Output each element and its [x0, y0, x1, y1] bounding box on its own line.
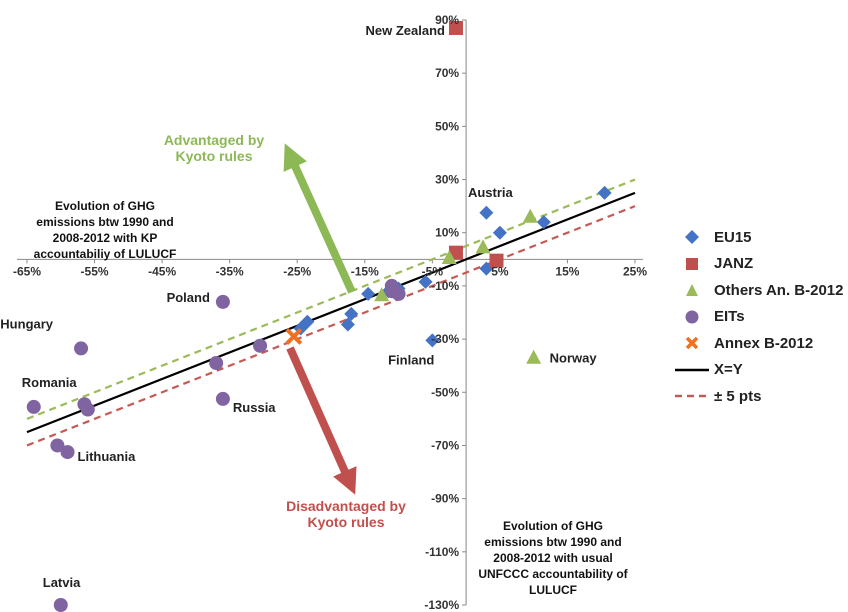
legend-item-eits: EITs [674, 304, 844, 331]
y-tick-label: -10% [431, 279, 459, 293]
legend-line-xy [674, 360, 710, 380]
legend: EU15 JANZ Others An. B-2012 EITs Annex B… [674, 224, 844, 410]
disadvantaged-label: Disadvantaged by Kyoto rules [286, 498, 406, 530]
point-annex-b-2012-stroke-b [285, 328, 303, 345]
point-eits [253, 338, 268, 353]
point-eu15 [479, 205, 494, 220]
label-lithuania: Lithuania [78, 449, 137, 464]
y-tick-label: 30% [435, 173, 459, 187]
point-others-an-b-2012 [374, 287, 390, 302]
y-tick-label: 50% [435, 119, 459, 133]
y-axis-note: Evolution of GHG emissions btw 1990 and … [33, 199, 177, 261]
y-tick-label: -90% [431, 492, 459, 506]
point-eu15 [418, 274, 433, 289]
label-russia: Russia [233, 400, 276, 415]
label-new-zealand: New Zealand [366, 23, 446, 38]
point-eits [209, 356, 224, 371]
label-romania: Romania [22, 375, 78, 390]
legend-marker-others [674, 280, 710, 300]
point-eits [26, 399, 41, 414]
y-tick-label: -70% [431, 438, 459, 452]
x-axis-note: Evolution of GHG emissions btw 1990 and … [478, 519, 628, 597]
label-hungary: Hungary [0, 316, 54, 331]
y-tick-label: 90% [435, 13, 459, 27]
point-eu15 [536, 215, 551, 230]
label-norway: Norway [550, 351, 598, 366]
y-tick-label: -30% [431, 332, 459, 346]
y-tick-label: -130% [424, 598, 459, 612]
legend-label-eits: EITs [714, 308, 745, 326]
y-tick-label: -110% [425, 545, 459, 559]
legend-item-eu15: EU15 [674, 224, 844, 251]
point-eits [80, 402, 95, 417]
point-eits [60, 445, 75, 460]
tick-labels: -65% -55% -45% -35% -25% -15% -5% 5% 15% 25% 90% 70… [13, 13, 647, 612]
x-tick-label: -55% [81, 264, 109, 278]
arrows [283, 143, 357, 495]
label-finland: Finland [388, 352, 434, 367]
point-eu15 [492, 225, 507, 240]
point-eu15 [425, 333, 440, 348]
advantaged-arrow [283, 143, 356, 294]
five-point-band-line [26, 205, 636, 447]
point-others-an-b-2012 [475, 239, 491, 254]
x-tick-label: 15% [555, 264, 579, 278]
legend-label-annexb: Annex B-2012 [714, 334, 814, 352]
legend-marker-eits [674, 307, 710, 327]
legend-label-band: ± 5 pts [714, 387, 762, 405]
legend-item-others: Others An. B-2012 [674, 277, 844, 304]
point-eu15 [344, 306, 359, 321]
point-others-an-b-2012 [441, 249, 457, 264]
x-tick-label: -5% [422, 264, 444, 278]
x-equals-y-line [26, 191, 636, 434]
label-latvia: Latvia [43, 575, 81, 590]
legend-item-xy: X=Y [674, 357, 844, 384]
x-tick-label: -65% [13, 264, 41, 278]
point-eu15 [361, 286, 376, 301]
point-eits [215, 391, 230, 406]
legend-item-annexb: Annex B-2012 [674, 330, 844, 357]
point-janz [489, 253, 504, 268]
legend-line-band [674, 386, 710, 406]
legend-label-janz: JANZ [714, 255, 754, 273]
advantaged-label: Advantaged by Kyoto rules [163, 132, 265, 164]
legend-marker-janz [674, 254, 710, 274]
legend-label-xy: X=Y [714, 361, 743, 379]
axes [17, 19, 643, 606]
y-tick-label: 70% [435, 66, 459, 80]
legend-item-band: ± 5 pts [674, 383, 844, 410]
x-tick-label: -35% [216, 264, 244, 278]
x-tick-label: -15% [351, 264, 379, 278]
point-eu15 [340, 317, 355, 332]
legend-item-janz: JANZ [674, 251, 844, 278]
point-eits [391, 286, 406, 301]
x-tick-label: 5% [491, 264, 509, 278]
label-austria: Austria [468, 185, 514, 200]
point-eits [53, 598, 68, 612]
data-points [26, 20, 612, 612]
legend-marker-annexb [674, 333, 710, 353]
disadvantaged-arrow [286, 346, 357, 495]
point-eits [74, 341, 89, 356]
point-eits [50, 438, 65, 453]
point-eu15 [597, 185, 612, 200]
point-annex-b-2012 [285, 328, 303, 345]
point-others-an-b-2012 [522, 208, 538, 223]
x-tick-label: -45% [148, 264, 176, 278]
legend-label-eu15: EU15 [714, 228, 752, 246]
point-janz [448, 20, 463, 35]
point-others-an-b-2012 [526, 349, 542, 364]
x-tick-label: -25% [283, 264, 311, 278]
x-tick-label: 25% [623, 264, 647, 278]
point-labels: New Zealand Austria Poland Hungary Finland No… [0, 23, 597, 590]
label-poland: Poland [167, 290, 210, 305]
legend-label-others: Others An. B-2012 [714, 281, 844, 299]
point-eits [215, 294, 230, 309]
y-tick-label: -50% [431, 385, 459, 399]
legend-marker-eu15 [674, 227, 710, 247]
y-tick-label: 10% [435, 226, 459, 240]
